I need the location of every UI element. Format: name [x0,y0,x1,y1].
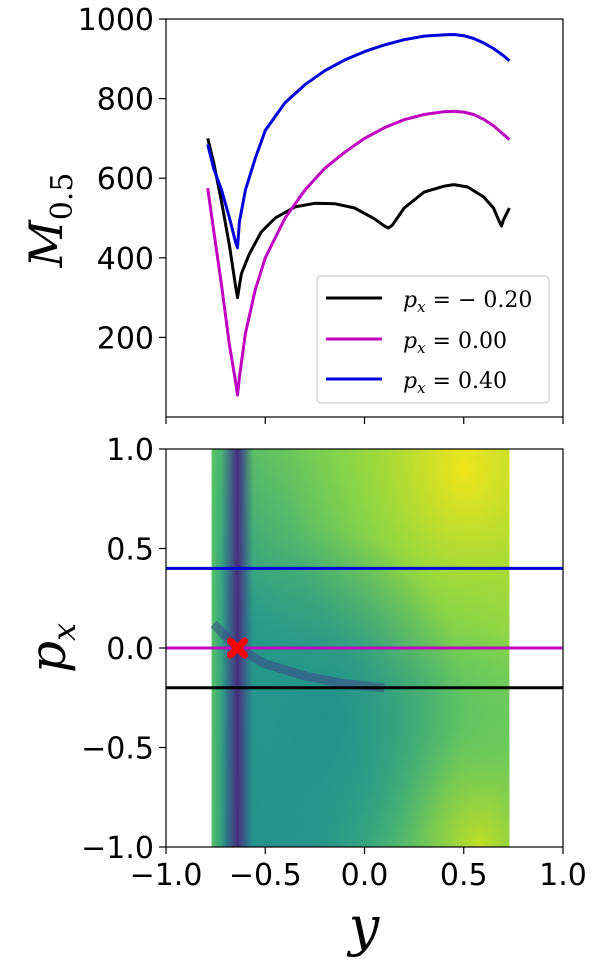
legend-label-1-rest: = 0.00 [426,329,507,354]
line-series-group [206,33,511,397]
top-y-ticks: 200 400 600 800 1000 [78,3,166,356]
legend-label-0: px = − 0.20 [403,288,532,316]
legend-label-1-sub: x [417,339,426,357]
top-y-tick-label: 1000 [78,3,154,38]
top-y-axis-label: M0.5 [19,173,80,269]
legend-label-2-sub: x [417,379,426,397]
bottom-x-tick-label: 0.0 [341,858,389,893]
bottom-y-tick-label: −0.5 [81,732,154,767]
bottom-x-tick-label: −1.0 [130,858,203,893]
bottom-x-tick-label: 1.0 [539,858,587,893]
series-line-0 [206,138,511,300]
top-x-ticks [165,417,564,424]
legend-box [316,275,550,404]
bottom-y-ticks: −1.0 −0.5 0.0 0.5 1.0 [81,433,166,866]
top-y-tick-label: 800 [97,83,154,118]
legend-label-2-rest: = 0.40 [426,369,507,394]
top-y-tick-label: 400 [97,242,154,277]
top-y-label-main: M [19,218,73,268]
bottom-y-axis-label: px [19,623,83,673]
legend-label-2-main: p [403,369,417,394]
series-line-2 [206,33,511,250]
bottom-y-tick-label: 0.0 [106,632,154,667]
bottom-y-label-main: p [19,641,77,673]
top-y-tick-label: 600 [97,162,154,197]
marker-x-shape [226,637,248,659]
bottom-y-tick-label: 1.0 [106,433,154,468]
legend-label-1: px = 0.00 [403,329,507,357]
bottom-x-tick-label: 0.5 [440,858,488,893]
legend-label-2: px = 0.40 [403,369,507,397]
legend-label-0-rest: = − 0.20 [426,288,533,313]
bottom-x-tick-label: −0.5 [229,858,302,893]
bottom-y-tick-label: −1.0 [81,831,154,866]
minimum-marker [226,637,248,659]
bottom-y-tick-label: 0.5 [106,533,154,568]
bottom-x-axis-label: y [347,895,381,958]
heatmap [166,449,563,847]
legend-label-0-sub: x [417,298,426,316]
legend: px = − 0.20 px = 0.00 px = 0.40 [316,275,550,404]
reference-lines [166,566,563,690]
bottom-x-ticks: −1.0 −0.5 0.0 0.5 1.0 [130,847,587,893]
legend-label-0-main: p [403,288,417,313]
bottom-y-label-sub: x [45,623,83,641]
top-y-tick-label: 200 [97,321,154,356]
series-line-1 [206,109,511,397]
legend-label-1-main: p [403,329,417,354]
top-y-label-sub: 0.5 [45,173,80,221]
heatmap-panel: −1.0 −0.5 0.0 0.5 1.0 −1.0 −0.5 0.0 0.5 1.0 px y [19,433,587,958]
